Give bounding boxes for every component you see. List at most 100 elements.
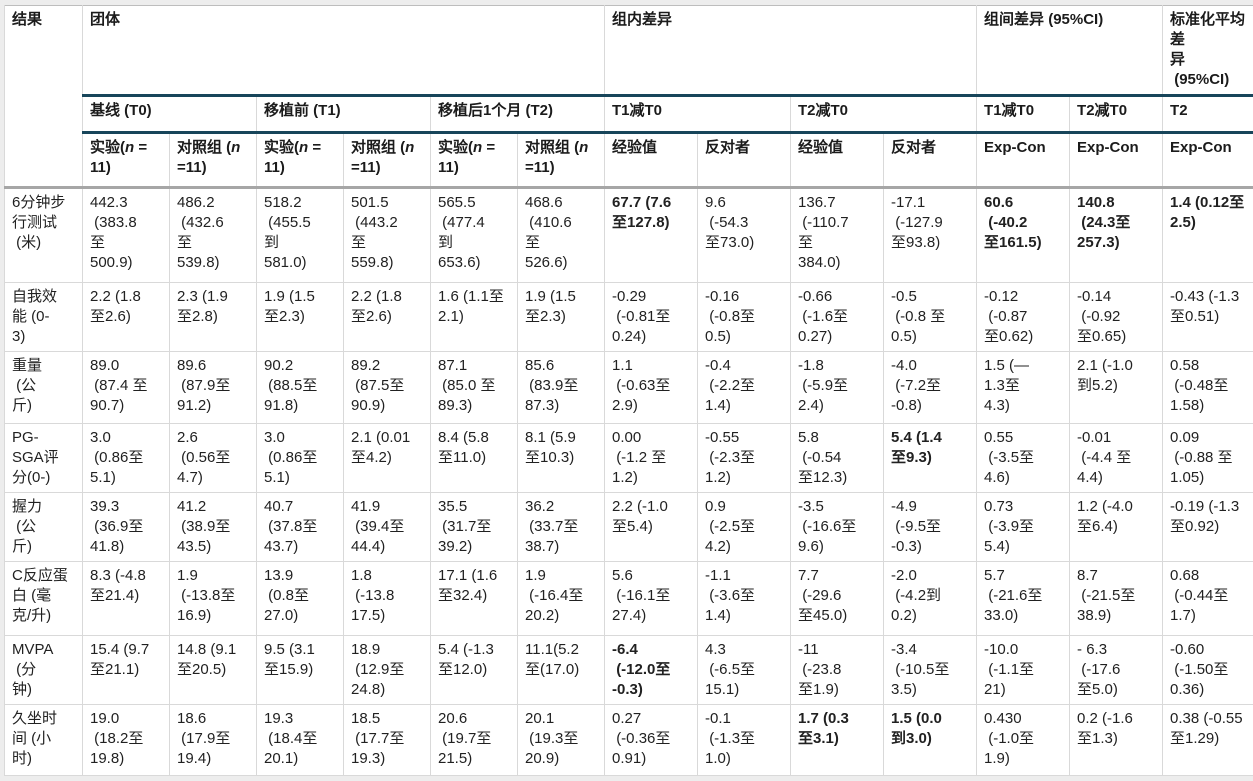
- table-cell: 0.38 (-0.55 至1.29): [1163, 705, 1253, 776]
- outcomes-table: 结果 团体 组内差异 组间差异 (95%CI) 标准化平均差 异 (95%CI)…: [4, 5, 1253, 776]
- col-header-pretransplant-t1: 移植前 (T1): [257, 96, 431, 133]
- subcol-expcon-t1t0: Exp-Con: [977, 133, 1070, 188]
- table-body: 6分钟步 行测试 (米)442.3 (383.8 至 500.9)486.2 (…: [5, 188, 1253, 776]
- table-cell: -0.55 (-2.3至 1.2): [698, 424, 791, 493]
- table-cell: 1.9 (1.5 至2.3): [257, 283, 344, 352]
- table-cell: 41.2 (38.9至 43.5): [170, 493, 257, 562]
- subcol-expcon-t2t0: Exp-Con: [1070, 133, 1163, 188]
- table-cell: 136.7 (-110.7 至 384.0): [791, 188, 884, 283]
- table-cell: -1.1 (-3.6至 1.4): [698, 562, 791, 636]
- table-cell: 14.8 (9.1 至20.5): [170, 636, 257, 705]
- table-cell: 19.3 (18.4至 20.1): [257, 705, 344, 776]
- table-cell: 501.5 (443.2 至 559.8): [344, 188, 431, 283]
- table-cell: 40.7 (37.8至 43.7): [257, 493, 344, 562]
- table-cell: 67.7 (7.6 至127.8): [605, 188, 698, 283]
- table-cell: - 6.3 (-17.6 至5.0): [1070, 636, 1163, 705]
- table-cell: -0.66 (-1.6至 0.27): [791, 283, 884, 352]
- col-header-between-diff: 组间差异 (95%CI): [977, 6, 1163, 96]
- row-label: 久坐时 间 (小 时): [5, 705, 83, 776]
- table-cell: 89.0 (87.4 至 90.7): [83, 352, 170, 424]
- table-cell: 1.2 (-4.0 至6.4): [1070, 493, 1163, 562]
- table-cell: 0.58 (-0.48至 1.58): [1163, 352, 1253, 424]
- col-header-t1-minus-t0: T1减T0: [605, 96, 791, 133]
- table-cell: 1.5 (0.0 到3.0): [884, 705, 977, 776]
- table-cell: 5.6 (-16.1至 27.4): [605, 562, 698, 636]
- table-cell: -0.16 (-0.8至 0.5): [698, 283, 791, 352]
- row-label: 自我效 能 (0- 3): [5, 283, 83, 352]
- header-row-sections: 结果 团体 组内差异 组间差异 (95%CI) 标准化平均差 异 (95%CI): [5, 6, 1253, 96]
- table-cell: 8.3 (-4.8 至21.4): [83, 562, 170, 636]
- table-cell: -4.9 (-9.5至 -0.3): [884, 493, 977, 562]
- table-cell: -1.8 (-5.9至 2.4): [791, 352, 884, 424]
- col-header-t2-minus-t0: T2减T0: [791, 96, 977, 133]
- table-cell: 1.7 (0.3 至3.1): [791, 705, 884, 776]
- subcol-exp-t2: 实验(n = 11): [431, 133, 518, 188]
- table-cell: 15.4 (9.7 至21.1): [83, 636, 170, 705]
- table-cell: 1.4 (0.12至 2.5): [1163, 188, 1253, 283]
- table-cell: 565.5 (477.4 到 653.6): [431, 188, 518, 283]
- table-cell: 2.1 (-1.0 到5.2): [1070, 352, 1163, 424]
- table-cell: 1.1 (-0.63至 2.9): [605, 352, 698, 424]
- table-cell: 11.1(5.2 至(17.0): [518, 636, 605, 705]
- table-cell: 0.27 (-0.36至 0.91): [605, 705, 698, 776]
- table-cell: 0.73 (-3.9至 5.4): [977, 493, 1070, 562]
- row-label: 6分钟步 行测试 (米): [5, 188, 83, 283]
- col-header-smd-t2: T2: [1163, 96, 1253, 133]
- table-cell: 7.7 (-29.6 至45.0): [791, 562, 884, 636]
- table-cell: 140.8 (24.3至 257.3): [1070, 188, 1163, 283]
- table-cell: 1.8 (-13.8 17.5): [344, 562, 431, 636]
- subcol-con-t1: 对照组 (n =11): [344, 133, 431, 188]
- table-row: 6分钟步 行测试 (米)442.3 (383.8 至 500.9)486.2 (…: [5, 188, 1253, 283]
- table-cell: 2.3 (1.9 至2.8): [170, 283, 257, 352]
- table-cell: 20.1 (19.3至 20.9): [518, 705, 605, 776]
- row-label: 握力 (公 斤): [5, 493, 83, 562]
- col-header-smd: 标准化平均差 异 (95%CI): [1163, 6, 1253, 96]
- subcol-exp-value-t1t0: 经验值: [605, 133, 698, 188]
- table-cell: -3.5 (-16.6至 9.6): [791, 493, 884, 562]
- row-label: 重量 (公 斤): [5, 352, 83, 424]
- table-cell: 2.2 (-1.0 至5.4): [605, 493, 698, 562]
- header-row-timepoints: 基线 (T0) 移植前 (T1) 移植后1个月 (T2) T1减T0 T2减T0…: [5, 96, 1253, 133]
- col-header-between-t1-minus-t0: T1减T0: [977, 96, 1070, 133]
- col-header-within-diff: 组内差异: [605, 6, 977, 96]
- table-cell: -4.0 (-7.2至 -0.8): [884, 352, 977, 424]
- table-row: C反应蛋 白 (毫 克/升)8.3 (-4.8 至21.4)1.9 (-13.8…: [5, 562, 1253, 636]
- table-row: 握力 (公 斤)39.3 (36.9至 41.8)41.2 (38.9至 43.…: [5, 493, 1253, 562]
- table-cell: 2.2 (1.8 至2.6): [344, 283, 431, 352]
- table-cell: -0.60 (-1.50至 0.36): [1163, 636, 1253, 705]
- table-cell: -3.4 (-10.5至 3.5): [884, 636, 977, 705]
- subcol-exp-t1: 实验(n = 11): [257, 133, 344, 188]
- table-cell: 19.0 (18.2至 19.8): [83, 705, 170, 776]
- table-header: 结果 团体 组内差异 组间差异 (95%CI) 标准化平均差 异 (95%CI)…: [5, 6, 1253, 188]
- subcol-expcon-smd: Exp-Con: [1163, 133, 1253, 188]
- table-cell: -0.1 (-1.3至 1.0): [698, 705, 791, 776]
- table-cell: 60.6 (-40.2 至161.5): [977, 188, 1070, 283]
- table-cell: 9.5 (3.1 至15.9): [257, 636, 344, 705]
- col-header-posttransplant-t2: 移植后1个月 (T2): [431, 96, 605, 133]
- table-cell: 5.4 (-1.3 至12.0): [431, 636, 518, 705]
- row-label: PG- SGA评 分(0-): [5, 424, 83, 493]
- table-cell: 2.2 (1.8 至2.6): [83, 283, 170, 352]
- row-label: MVPA (分 钟): [5, 636, 83, 705]
- table-cell: -17.1 (-127.9 至93.8): [884, 188, 977, 283]
- col-header-result: 结果: [5, 6, 83, 188]
- header-row-subgroups: 实验(n = 11) 对照组 (n =11) 实验(n = 11) 对照组 (n…: [5, 133, 1253, 188]
- subcol-con-t0: 对照组 (n =11): [170, 133, 257, 188]
- table-cell: 2.6 (0.56至 4.7): [170, 424, 257, 493]
- table-cell: 8.7 (-21.5至 38.9): [1070, 562, 1163, 636]
- table-cell: -0.29 (-0.81至 0.24): [605, 283, 698, 352]
- table-cell: 85.6 (83.9至 87.3): [518, 352, 605, 424]
- col-header-baseline-t0: 基线 (T0): [83, 96, 257, 133]
- table-cell: 90.2 (88.5至 91.8): [257, 352, 344, 424]
- table-cell: -0.14 (-0.92 至0.65): [1070, 283, 1163, 352]
- table-cell: 1.9 (1.5 至2.3): [518, 283, 605, 352]
- table-cell: 41.9 (39.4至 44.4): [344, 493, 431, 562]
- table-cell: -0.4 (-2.2至 1.4): [698, 352, 791, 424]
- table-cell: 35.5 (31.7至 39.2): [431, 493, 518, 562]
- table-cell: 468.6 (410.6 至 526.6): [518, 188, 605, 283]
- subcol-con-value-t2t0: 反对者: [884, 133, 977, 188]
- table-cell: 36.2 (33.7至 38.7): [518, 493, 605, 562]
- table-cell: 1.5 (— 1.3至 4.3): [977, 352, 1070, 424]
- table-row: PG- SGA评 分(0-)3.0 (0.86至 5.1)2.6 (0.56至 …: [5, 424, 1253, 493]
